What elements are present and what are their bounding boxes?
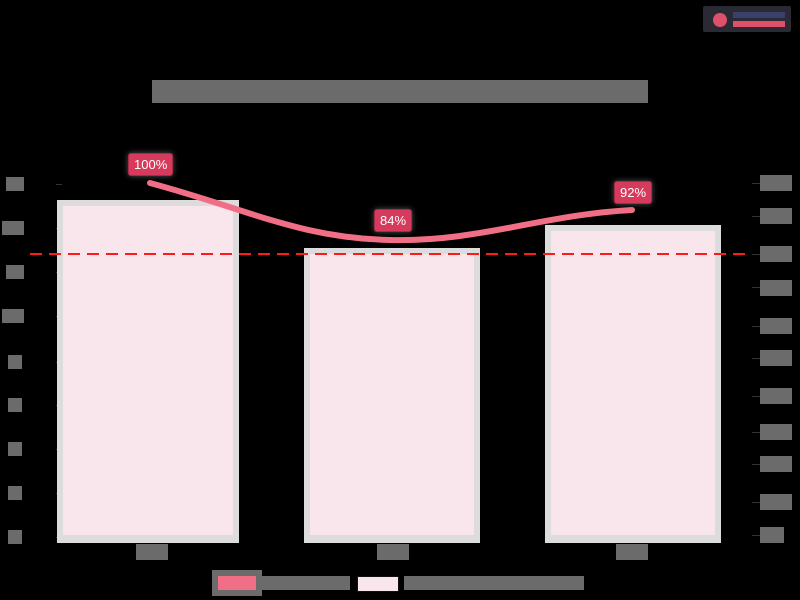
- bar-3[interactable]: [545, 225, 721, 543]
- legend-label-1: [262, 576, 350, 590]
- data-label-2: 84%: [374, 209, 413, 232]
- data-label-1: 100%: [128, 153, 174, 176]
- legend-swatch-line: [212, 570, 262, 596]
- data-label-3: 92%: [614, 181, 653, 204]
- bar-2[interactable]: [304, 248, 480, 543]
- logo: [703, 6, 791, 32]
- category-label-3: [616, 544, 648, 560]
- legend-label-2: [404, 576, 584, 590]
- logo-icon: [713, 13, 727, 27]
- category-label-2: [377, 544, 409, 560]
- chart-title: [152, 80, 648, 103]
- bar-1[interactable]: [57, 200, 239, 543]
- category-label-1: [136, 544, 168, 560]
- legend-swatch-bar: [357, 576, 399, 592]
